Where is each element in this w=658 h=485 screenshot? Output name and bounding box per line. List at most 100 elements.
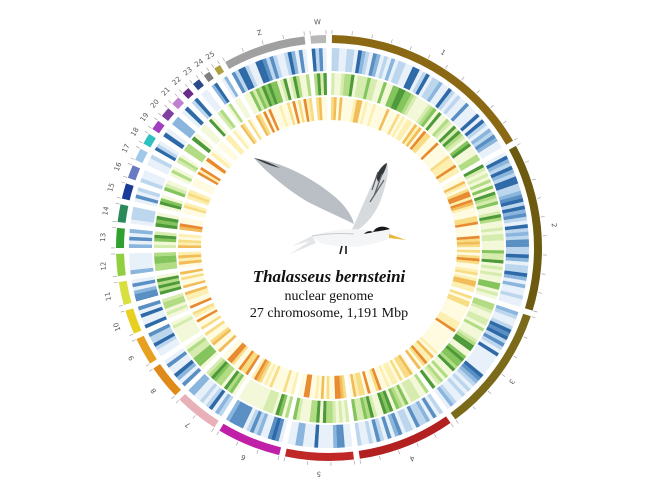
track-bin-middle [316,73,322,96]
track-bin-outer [155,335,177,351]
track-bin-outer [302,423,310,447]
track-bin-middle [445,345,465,362]
track-bin-outer [502,209,526,218]
track-bin-middle [259,388,272,410]
track-bin-inner [200,315,222,330]
track-bin-middle [479,217,502,225]
track-bin-inner [382,363,396,386]
chromosome-label-15: 15 [106,182,116,193]
track-bin-inner [182,279,206,289]
chromosome-labels: 1234567891011121314151617181920212223242… [99,18,558,478]
track-bin-middle [165,183,187,195]
chromosome-label-19: 19 [139,111,151,123]
track-bin-middle [439,351,458,370]
track-bin-outer [130,219,154,227]
track-bin-middle [243,93,258,115]
chromosome-tick [241,48,244,52]
track-bin-outer [262,58,274,82]
track-bin-outer [466,122,487,140]
track-bin-outer [137,299,161,311]
chromosome-label-25: 25 [204,50,216,61]
chromosome-tick [121,181,126,184]
track-bin-middle [218,366,235,386]
track-bin-inner [317,375,322,399]
genome-tracks [129,48,529,448]
track-bin-outer [238,68,252,91]
track-bin-middle [455,331,476,346]
chromosome-band-4 [358,416,451,459]
track-bin-outer [291,421,300,446]
track-bin-middle [191,136,212,154]
track-bin-inner [369,104,380,128]
track-bin-outer [474,134,496,151]
chromosome-band-12 [116,253,126,277]
track-bin-inner [194,177,216,191]
track-bin-inner [368,368,380,392]
track-bin-outer [499,290,524,300]
track-bin-inner [439,311,461,326]
track-bin-middle [440,127,459,146]
track-bin-middle [241,380,256,402]
chromosome-tick [206,67,210,72]
track-bin-outer [484,152,507,167]
track-bin-inner [334,375,339,399]
track-bin-outer [465,357,486,376]
chromosome-label-W: W [314,18,321,26]
track-bin-middle [170,313,192,326]
track-bin-inner [180,270,204,278]
track-bin-middle [429,116,447,135]
track-bin-outer [166,350,188,368]
chromosome-label-17: 17 [121,143,132,155]
chromosome-tick [416,443,419,447]
track-bin-inner [197,311,219,326]
track-bin-middle [449,140,470,157]
track-bin-inner [378,108,390,131]
track-bin-outer [214,393,231,415]
chromosome-tick [398,450,400,455]
track-bin-outer [504,224,529,231]
track-bin-outer [495,179,519,192]
track-bin-middle [463,164,485,178]
track-bin-outer [131,276,155,284]
chromosome-band-15 [121,183,134,201]
track-bin-inner [232,129,250,150]
track-bin-inner [389,114,403,137]
track-bin-middle [234,98,249,120]
track-bin-inner [220,141,239,160]
track-bin-middle [315,400,321,423]
track-bin-middle [322,400,327,423]
chromosome-tick [445,64,448,69]
track-bin-outer [239,406,253,429]
track-bin-middle [335,400,340,423]
track-bin-outer [269,55,280,80]
track-bin-inner [387,113,401,136]
track-bin-inner [178,254,202,259]
track-bin-outer [322,48,327,72]
chromosome-tick [487,390,492,394]
chromosome-label-23: 23 [182,66,194,78]
track-bin-middle [362,396,371,419]
track-bin-middle [339,73,345,96]
track-bin-inner [364,102,374,126]
track-bin-middle [382,84,394,106]
track-bin-middle [164,301,187,313]
track-bin-outer [132,279,156,288]
chromosome-band-23 [192,79,204,91]
track-bin-outer [505,246,529,251]
track-bin-middle [158,204,181,213]
track-bin-inner [450,201,474,212]
track-bin-middle [211,116,229,135]
track-bin-middle [458,326,480,341]
track-bin-outer [499,194,523,204]
track-bin-outer [199,383,218,404]
track-bin-inner [282,369,293,393]
track-bin-outer [310,424,316,448]
track-bin-outer [403,66,417,89]
track-bin-outer [158,341,181,357]
track-bin-outer [505,239,529,244]
track-bin-middle [163,186,186,198]
track-bin-middle [469,179,492,191]
track-bin-outer [217,395,234,417]
track-bin-outer [211,84,228,105]
track-bin-inner [419,336,439,355]
